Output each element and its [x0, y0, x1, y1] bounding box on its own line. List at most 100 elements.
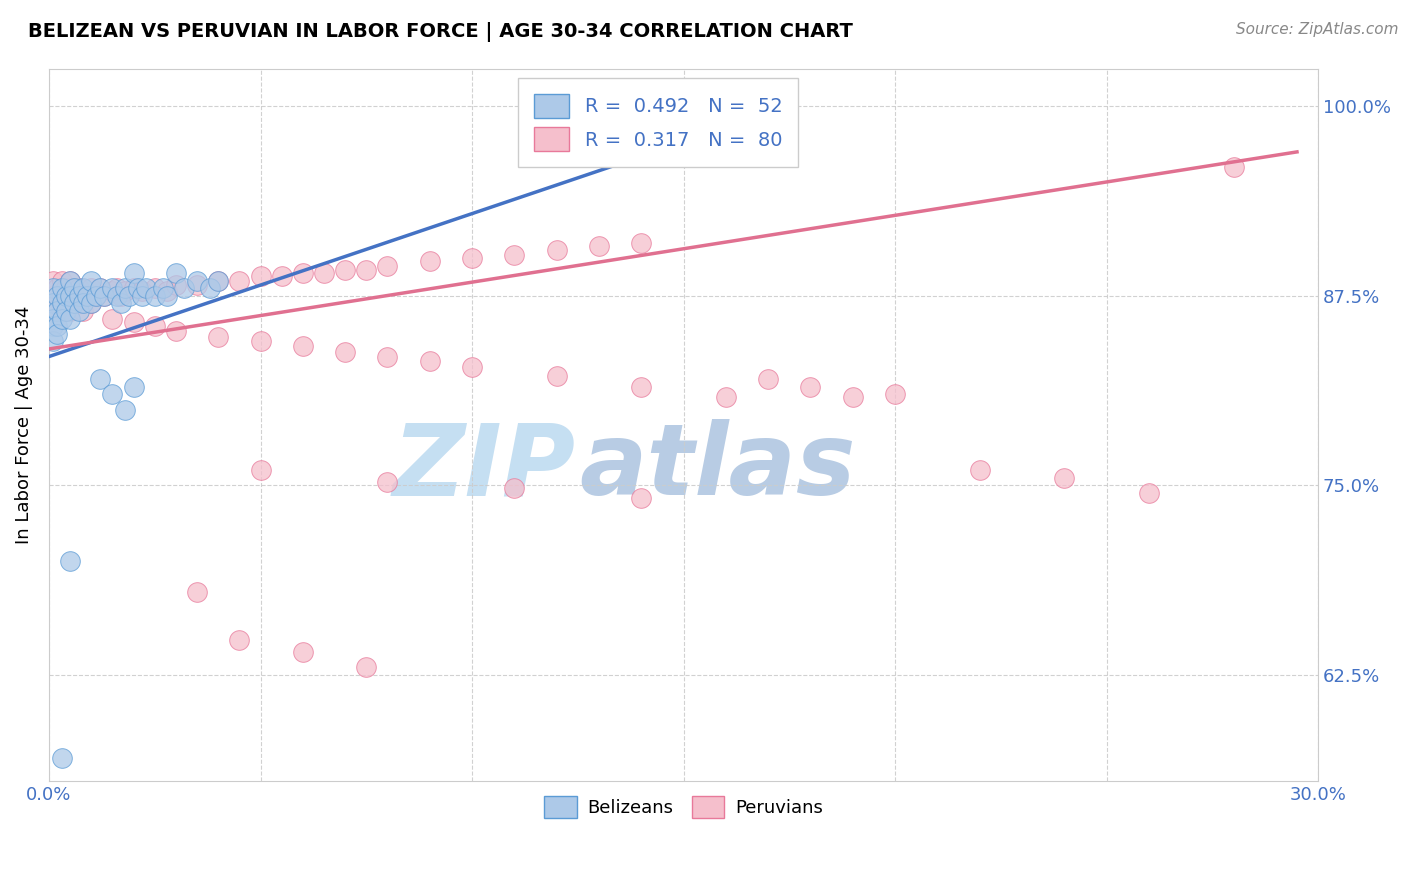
Point [80, 296, 103, 310]
Point [59, 274, 82, 288]
Point [131, 285, 153, 299]
Point [89, 281, 111, 295]
Point [80, 274, 103, 288]
Point [76, 289, 98, 303]
Point [42, 296, 65, 310]
Point [114, 402, 136, 417]
Point [333, 263, 356, 277]
Point [207, 330, 229, 344]
Point [114, 281, 136, 295]
Point [207, 274, 229, 288]
Point [756, 372, 779, 386]
Point [165, 266, 187, 280]
Point [51, 751, 73, 765]
Point [80, 281, 103, 295]
Point [842, 391, 865, 405]
Point [118, 289, 141, 303]
Point [72, 281, 94, 295]
Point [46, 289, 69, 303]
Point [63, 296, 86, 310]
Point [156, 289, 179, 303]
Point [799, 380, 821, 394]
Point [1222, 160, 1244, 174]
Point [143, 289, 166, 303]
Point [72, 296, 94, 310]
Point [59, 311, 82, 326]
Point [105, 289, 128, 303]
Point [55, 281, 77, 295]
Point [588, 239, 610, 253]
Point [207, 274, 229, 288]
Point [884, 387, 907, 401]
Point [122, 281, 145, 295]
Point [63, 281, 86, 295]
Point [42, 319, 65, 334]
Point [84, 289, 107, 303]
Point [51, 274, 73, 288]
Point [461, 251, 484, 265]
Point [249, 463, 271, 477]
Point [356, 263, 378, 277]
Point [72, 289, 94, 303]
Point [84, 289, 107, 303]
Point [46, 296, 69, 310]
Point [42, 334, 65, 349]
Point [46, 326, 69, 341]
Point [51, 311, 73, 326]
Point [291, 645, 314, 659]
Point [127, 281, 149, 295]
Point [291, 339, 314, 353]
Point [89, 281, 111, 295]
Point [42, 304, 65, 318]
Point [249, 334, 271, 349]
Point [143, 281, 166, 295]
Point [55, 304, 77, 318]
Text: Source: ZipAtlas.com: Source: ZipAtlas.com [1236, 22, 1399, 37]
Point [63, 296, 86, 310]
Point [228, 274, 250, 288]
Point [377, 475, 399, 490]
Point [67, 304, 90, 318]
Point [969, 463, 991, 477]
Point [186, 278, 208, 293]
Point [714, 391, 737, 405]
Point [67, 281, 90, 295]
Point [156, 285, 179, 299]
Point [46, 281, 69, 295]
Point [51, 296, 73, 310]
Point [270, 269, 292, 284]
Point [546, 244, 568, 258]
Point [333, 345, 356, 359]
Point [122, 315, 145, 329]
Point [59, 304, 82, 318]
Point [55, 296, 77, 310]
Point [59, 289, 82, 303]
Point [51, 304, 73, 318]
Point [377, 259, 399, 273]
Point [131, 289, 153, 303]
Point [63, 281, 86, 295]
Point [101, 311, 124, 326]
Point [173, 281, 195, 295]
Point [165, 324, 187, 338]
Point [93, 289, 115, 303]
Point [186, 274, 208, 288]
Point [46, 304, 69, 318]
Text: BELIZEAN VS PERUVIAN IN LABOR FORCE | AGE 30-34 CORRELATION CHART: BELIZEAN VS PERUVIAN IN LABOR FORCE | AG… [28, 22, 853, 42]
Point [51, 281, 73, 295]
Point [198, 281, 221, 295]
Point [67, 289, 90, 303]
Point [59, 289, 82, 303]
Point [503, 482, 526, 496]
Point [59, 274, 82, 288]
Point [1137, 486, 1160, 500]
Point [186, 584, 208, 599]
Point [312, 266, 335, 280]
Point [249, 269, 271, 284]
Text: ZIP: ZIP [392, 419, 575, 516]
Point [630, 235, 652, 250]
Point [89, 372, 111, 386]
Point [122, 266, 145, 280]
Point [165, 278, 187, 293]
Point [228, 633, 250, 648]
